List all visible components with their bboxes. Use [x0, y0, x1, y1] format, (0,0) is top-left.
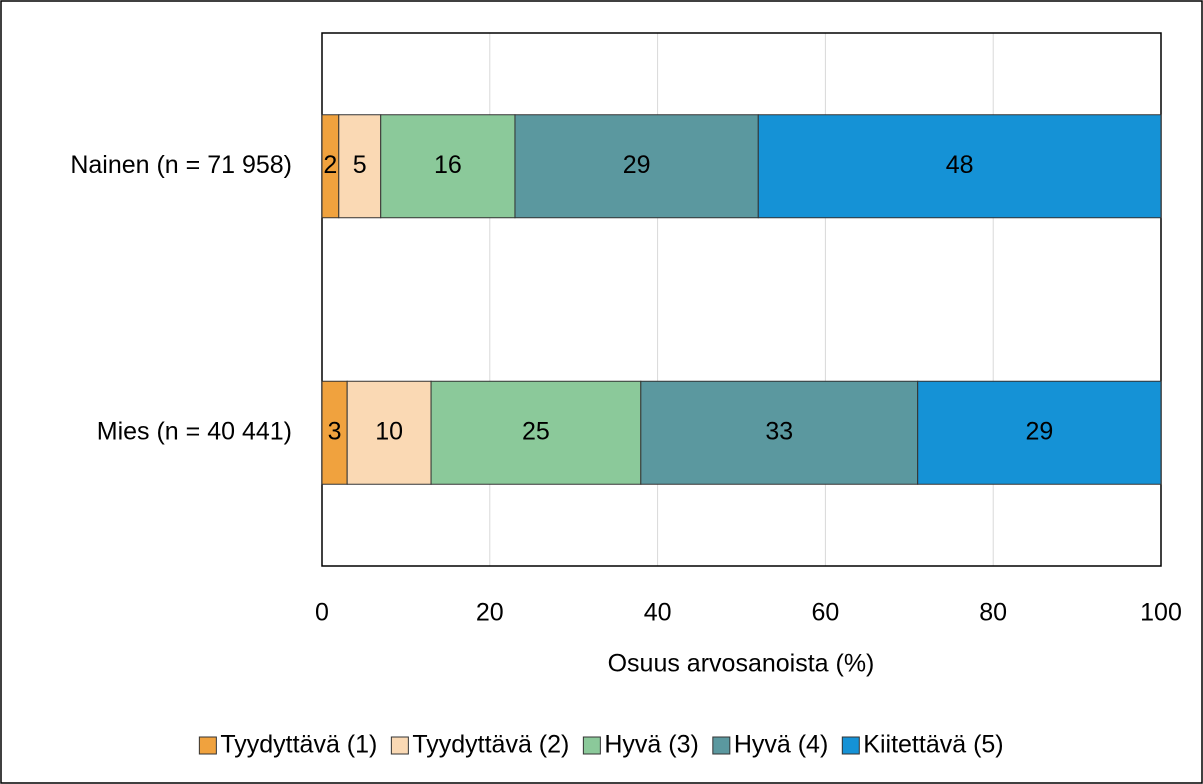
- bar-segment: [346, 380, 432, 485]
- legend-label: Hyvä (3): [604, 731, 698, 759]
- legend-swatch: [582, 736, 601, 755]
- x-tick-label: 40: [644, 599, 672, 627]
- bar-segment: [321, 380, 348, 485]
- bar-segment: [640, 380, 919, 485]
- legend-label: Hyvä (4): [734, 731, 828, 759]
- bar-segment: [514, 114, 759, 219]
- bar-segment: [380, 114, 516, 219]
- x-tick-label: 100: [1140, 599, 1182, 627]
- x-tick-label: 0: [315, 599, 329, 627]
- bar-segment: [757, 114, 1162, 219]
- data-label: 16: [434, 151, 462, 179]
- y-tick-label: Nainen (n = 71 958): [70, 151, 292, 179]
- data-label: 29: [623, 151, 651, 179]
- legend-swatch: [712, 736, 731, 755]
- bar-segment: [430, 380, 642, 485]
- legend-swatch: [198, 736, 217, 755]
- data-label: 48: [946, 151, 974, 179]
- y-tick-label: Mies (n = 40 441): [97, 417, 292, 445]
- x-axis-label: Osuus arvosanoista (%): [608, 650, 875, 678]
- data-label: 2: [323, 151, 337, 179]
- data-label: 3: [328, 417, 342, 445]
- data-label: 29: [1025, 417, 1053, 445]
- legend-label: Tyydyttävä (1): [220, 731, 377, 759]
- legend-swatch: [390, 736, 409, 755]
- bar-segment: [917, 380, 1162, 485]
- legend-swatch: [841, 736, 860, 755]
- x-tick-label: 80: [979, 599, 1007, 627]
- x-tick-label: 60: [811, 599, 839, 627]
- x-tick-label: 20: [476, 599, 504, 627]
- data-label: 25: [522, 417, 550, 445]
- legend-label: Kiitettävä (5): [863, 731, 1003, 759]
- data-label: 33: [765, 417, 793, 445]
- plot-frame: [321, 32, 1162, 567]
- data-label: 5: [353, 151, 367, 179]
- legend-label: Tyydyttävä (2): [412, 731, 569, 759]
- data-label: 10: [375, 417, 403, 445]
